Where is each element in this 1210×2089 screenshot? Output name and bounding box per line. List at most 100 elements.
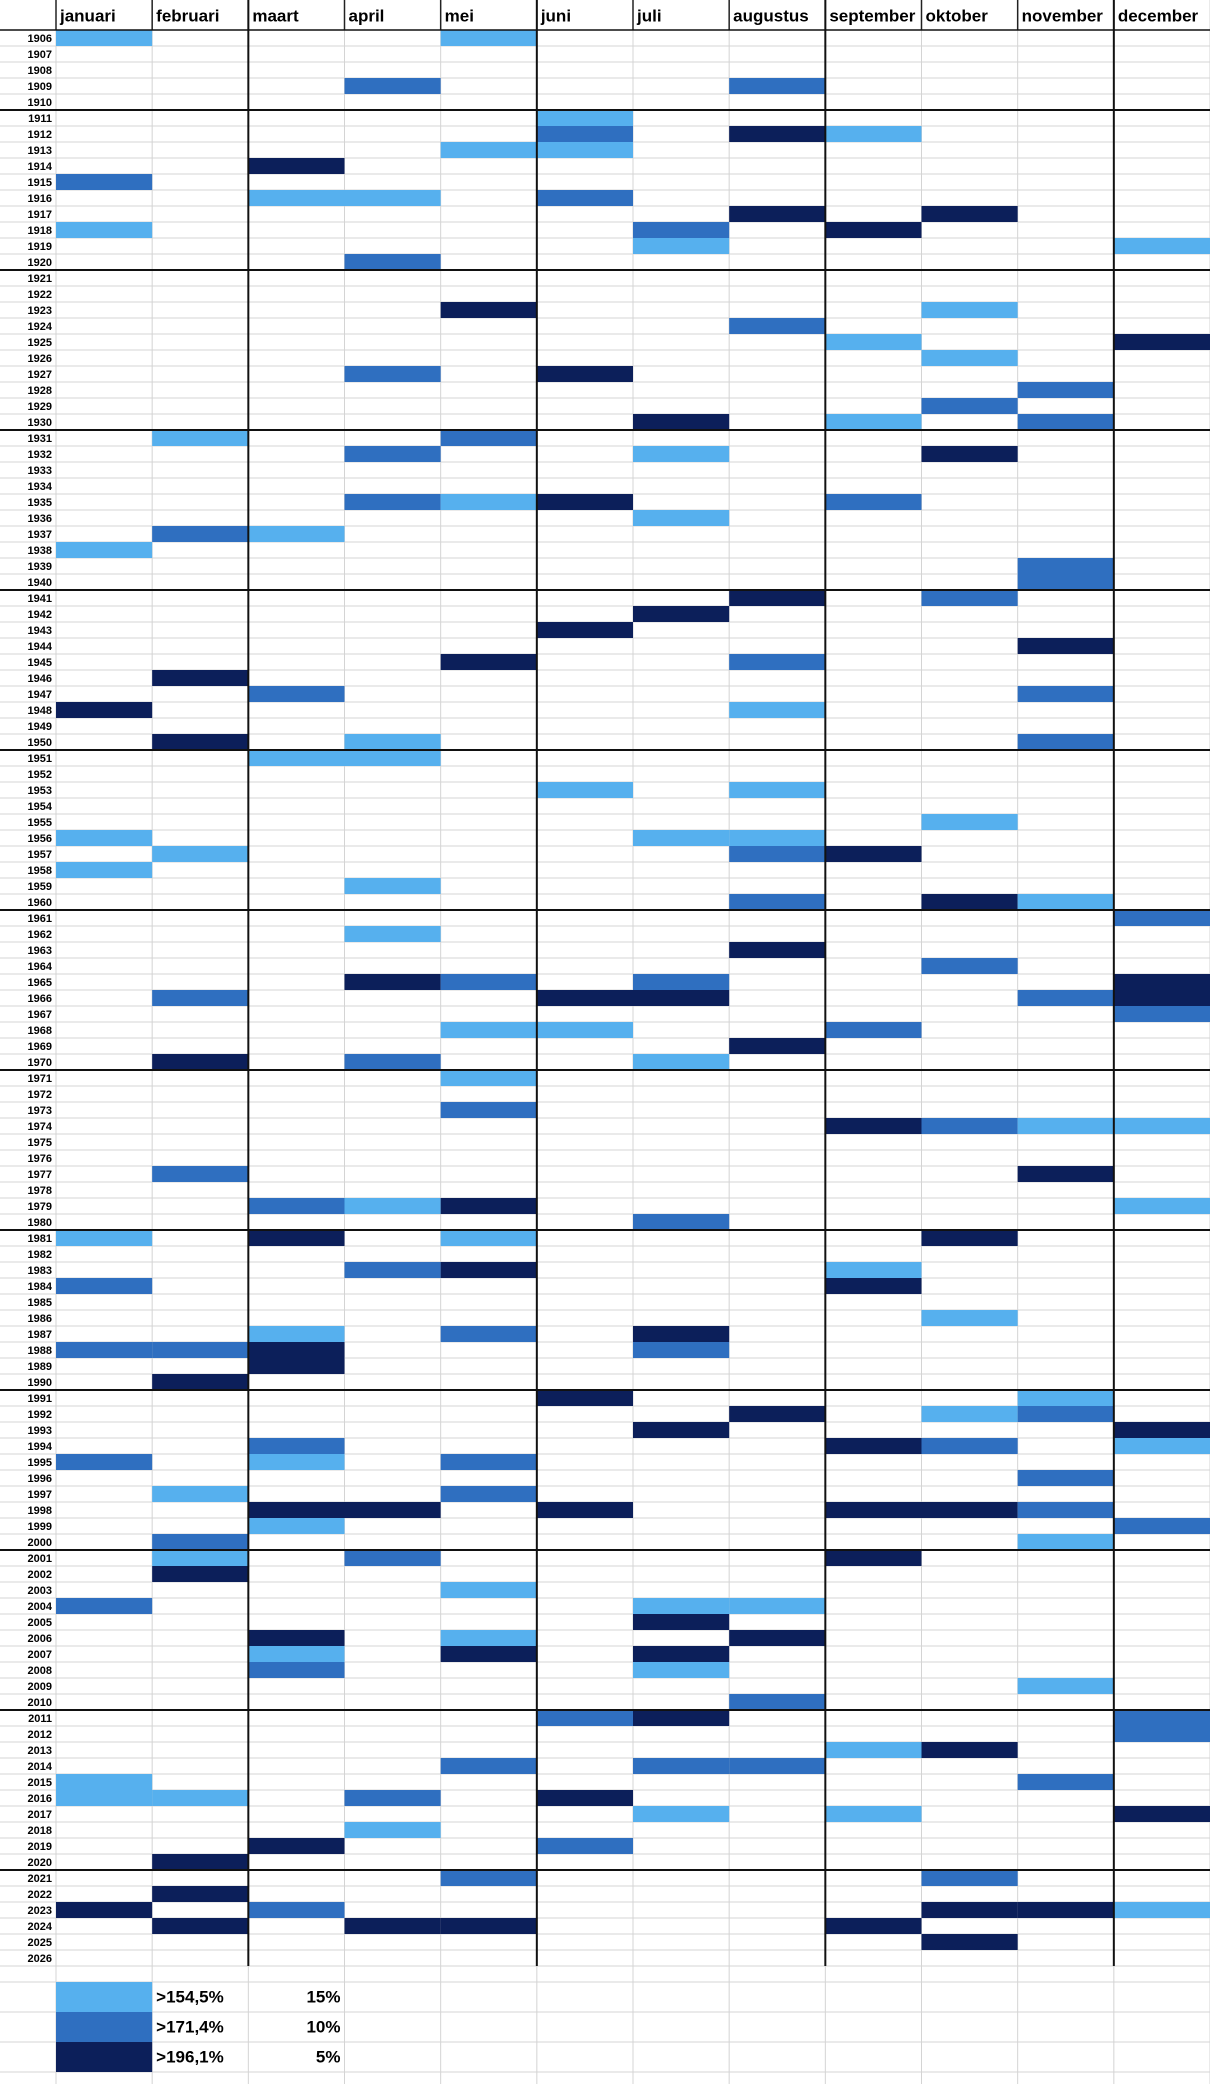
cell	[56, 30, 153, 46]
year-label: 1977	[28, 1169, 52, 1181]
year-label: 1926	[28, 353, 52, 365]
month-header: maart	[252, 6, 299, 25]
year-label: 2002	[28, 1569, 52, 1581]
cell	[921, 1230, 1018, 1246]
year-label: 1911	[28, 113, 52, 125]
year-label: 2013	[28, 1745, 52, 1757]
year-label: 1925	[28, 337, 52, 349]
cell	[825, 334, 922, 350]
cell	[729, 702, 826, 718]
year-label: 1961	[28, 913, 52, 925]
year-label: 1958	[28, 865, 52, 877]
year-label: 1921	[28, 273, 52, 285]
month-header: juli	[636, 6, 662, 25]
cell	[56, 1902, 153, 1918]
legend-share: 5%	[316, 2047, 341, 2066]
cell	[56, 862, 153, 878]
cell	[1113, 1438, 1210, 1454]
legend-label: >171,4%	[156, 2017, 224, 2036]
year-label: 2018	[28, 1825, 52, 1837]
cell	[536, 782, 633, 798]
year-label: 1919	[28, 241, 52, 253]
cell	[152, 846, 249, 862]
cell	[921, 1438, 1018, 1454]
year-label: 1980	[28, 1217, 52, 1229]
cell	[248, 1342, 345, 1358]
cell	[921, 958, 1018, 974]
year-label: 1996	[28, 1473, 52, 1485]
year-label: 1912	[28, 129, 52, 141]
cell	[633, 1054, 730, 1070]
year-label: 1940	[28, 577, 52, 589]
cell	[921, 1934, 1018, 1950]
cell	[1113, 1198, 1210, 1214]
legend-swatch	[56, 1982, 153, 2012]
cell	[152, 1886, 249, 1902]
cell	[344, 1790, 441, 1806]
cell	[1113, 1422, 1210, 1438]
cell	[440, 1022, 537, 1038]
cell	[921, 1502, 1018, 1518]
cell	[1017, 1166, 1114, 1182]
cell	[248, 1838, 345, 1854]
cell	[248, 1438, 345, 1454]
legend-share: 15%	[306, 1987, 340, 2006]
cell	[633, 1598, 730, 1614]
cell	[1113, 1806, 1210, 1822]
year-label: 1943	[28, 625, 52, 637]
cell	[344, 1918, 441, 1934]
cell	[344, 1054, 441, 1070]
cell	[536, 1022, 633, 1038]
year-label: 1908	[28, 65, 52, 77]
cell	[344, 926, 441, 942]
cell	[56, 174, 153, 190]
year-label: 1989	[28, 1361, 52, 1373]
cell	[633, 1422, 730, 1438]
cell	[921, 894, 1018, 910]
cell	[440, 1582, 537, 1598]
cell	[56, 1790, 153, 1806]
month-header: november	[1022, 6, 1104, 25]
year-label: 2020	[28, 1857, 52, 1869]
cell	[1113, 1902, 1210, 1918]
cell	[633, 510, 730, 526]
legend-swatch	[56, 2042, 153, 2072]
cell	[56, 1230, 153, 1246]
cell	[729, 654, 826, 670]
cell	[152, 1854, 249, 1870]
year-label: 1928	[28, 385, 52, 397]
cell	[56, 1454, 153, 1470]
cell	[440, 1486, 537, 1502]
cell	[921, 1742, 1018, 1758]
year-label: 1916	[28, 193, 52, 205]
cell	[825, 1262, 922, 1278]
year-label: 1967	[28, 1009, 52, 1021]
year-label: 1906	[28, 33, 52, 45]
cell	[152, 1342, 249, 1358]
cell	[248, 1358, 345, 1374]
year-label: 1933	[28, 465, 52, 477]
month-header: september	[829, 6, 915, 25]
cell	[152, 670, 249, 686]
year-label: 1988	[28, 1345, 52, 1357]
cell	[536, 366, 633, 382]
cell	[729, 894, 826, 910]
cell	[825, 1278, 922, 1294]
cell	[248, 1326, 345, 1342]
month-header: februari	[156, 6, 219, 25]
cell	[825, 1502, 922, 1518]
year-label: 1972	[28, 1089, 52, 1101]
cell	[440, 494, 537, 510]
cell	[440, 30, 537, 46]
cell	[248, 1646, 345, 1662]
year-label: 1924	[28, 321, 53, 333]
year-label: 1960	[28, 897, 52, 909]
year-label: 2015	[28, 1777, 52, 1789]
year-label: 1930	[28, 417, 52, 429]
cell	[825, 126, 922, 142]
year-label: 1950	[28, 737, 52, 749]
cell	[633, 830, 730, 846]
year-label: 1981	[28, 1233, 52, 1245]
year-label: 2016	[28, 1793, 52, 1805]
cell	[248, 526, 345, 542]
